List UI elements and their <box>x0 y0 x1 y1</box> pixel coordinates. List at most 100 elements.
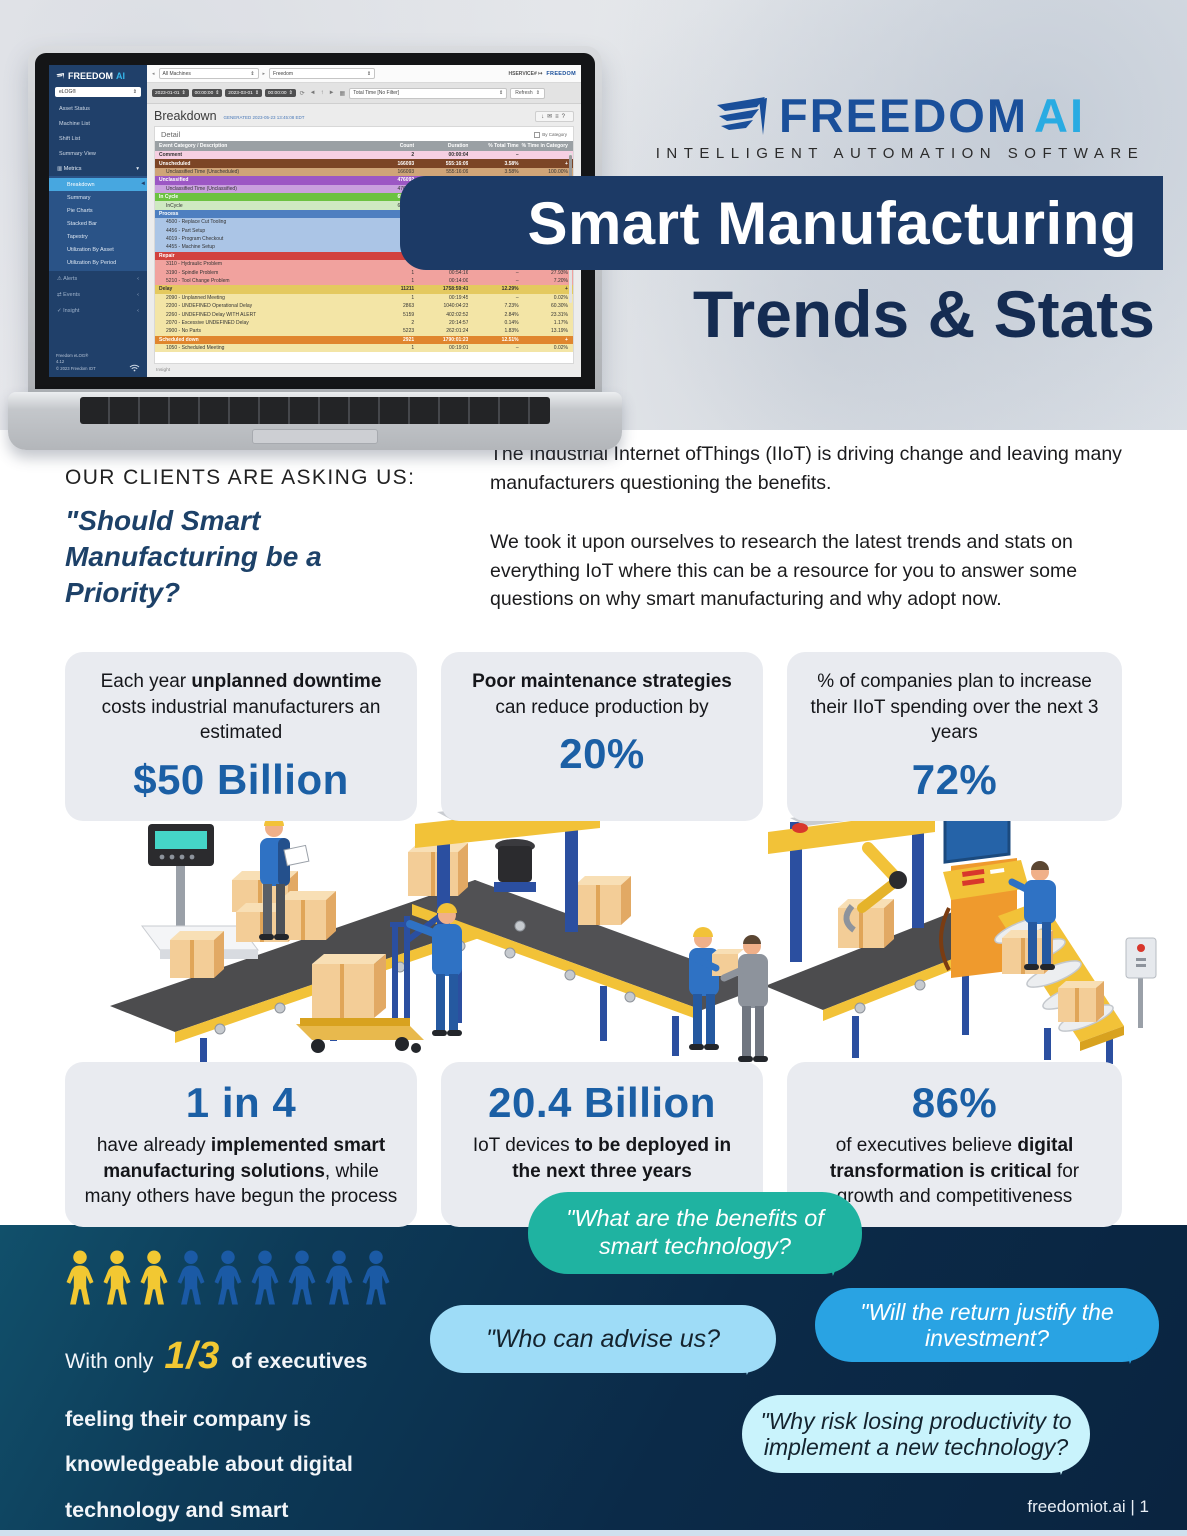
machine-select[interactable]: All Machines ⇕ <box>158 68 259 79</box>
table-row: 2260 - UNDEFINED Delay WITH ALERT 5159 402… <box>155 310 573 319</box>
clients-kicker: OUR CLIENTS ARE ASKING US: <box>65 466 416 489</box>
dashboard-main: ◂ All Machines ⇕ ▸ Freedom ⇕ HSERVICE# ↦ F… <box>147 65 581 377</box>
title-banner: Smart Manufacturing <box>400 176 1163 270</box>
bubble-risk: "Why risk losing productivity to impleme… <box>742 1395 1090 1473</box>
stat-card-digital-transformation: 86% of executives believe digital transf… <box>787 1062 1122 1227</box>
worker-figure <box>689 927 744 1050</box>
bubble-advise: "Who can advise us? <box>430 1305 776 1373</box>
brand-mini-logo: FREEDOM <box>546 70 576 77</box>
refresh-icon[interactable]: ⟳ <box>299 90 305 97</box>
stats-row-top: Each year unplanned downtime costs indus… <box>65 652 1122 821</box>
sidebar-item-events[interactable]: ⇄ Events ‹ <box>57 292 139 298</box>
sidebar-item-machine-list[interactable]: Machine List <box>59 120 90 127</box>
sidebar-item-utilization-by-asset[interactable]: Utilization By Asset <box>67 246 114 253</box>
events-icon: ⇄ <box>57 292 64 298</box>
people-row <box>64 1250 392 1306</box>
checkbox-icon[interactable] <box>534 131 541 138</box>
chevron-down-icon: ▾ <box>136 165 139 172</box>
sidebar-item-breakdown[interactable]: Breakdown ◄ <box>49 178 147 191</box>
person-icon <box>140 1250 168 1305</box>
intro-paragraph-2: We took it upon ourselves to research th… <box>490 531 1078 611</box>
sidebar-item-asset-status[interactable]: Asset Status <box>59 105 90 112</box>
elog-select[interactable]: eLOG® ⇕ <box>55 87 141 97</box>
report-toolbar-icons[interactable]: ↓✉≡? <box>535 110 574 122</box>
updown-icon: ⇕ <box>132 89 137 95</box>
calendar-icon[interactable]: ▦ <box>339 90 346 97</box>
sidebar-item-insight[interactable]: ✓ Insight ‹ <box>57 308 139 314</box>
logo-brand-suffix: AI <box>1034 89 1085 142</box>
sidebar-item-stacked-bar[interactable]: Stacked Bar <box>67 220 97 227</box>
bubble-benefits: "What are the benefits of smart technolo… <box>528 1192 862 1274</box>
person-icon <box>103 1250 131 1305</box>
help-icon: ? <box>561 113 568 120</box>
table-row: 2900 - No Parts 5223 262:01:24 1.83% 13.19% <box>155 327 573 336</box>
stat-value: 20.4 Billion <box>488 1079 716 1126</box>
stat-value: 1 in 4 <box>185 1079 297 1126</box>
user-label[interactable]: HSERVICE# ↦ <box>508 70 543 77</box>
date-from-picker[interactable]: 2023-01-01 ⇕ <box>152 89 189 97</box>
refresh-button[interactable]: Refresh ⇕ <box>510 87 545 99</box>
table-row: Delay 11211 1758:59:41 12.29% + <box>155 285 573 294</box>
logout-icon[interactable]: ↦ <box>538 70 543 77</box>
chart-icon: ▥ <box>57 165 64 172</box>
page-footer: freedomiot.ai | 1 <box>1027 1497 1149 1516</box>
person-icon <box>66 1250 94 1305</box>
sidebar-item-summary-view[interactable]: Summary View <box>59 150 96 157</box>
list-icon: ≡ <box>555 113 562 120</box>
sidebar-item-metrics[interactable]: ▥ Metrics ▾ <box>57 165 139 172</box>
stats-row-bottom: 1 in 4 have already implemented smart ma… <box>65 1062 1122 1227</box>
person-icon <box>325 1250 353 1305</box>
logo-brand: FREEDOM <box>779 89 1028 142</box>
logo-tagline: INTELLIGENT AUTOMATION SOFTWARE <box>655 145 1145 162</box>
table-row: 5210 - Tool Change Problem 1 00:14:00–7.20… <box>155 276 573 286</box>
sidebar-item-shift-list[interactable]: Shift List <box>59 135 81 142</box>
table-row: Scheduled down 2921 1790:01:23 12.51% + <box>155 335 573 344</box>
download-icon: ↓ <box>541 113 548 120</box>
table-row: 1050 - Scheduled Meeting 1 00:19:01–0.02% <box>155 343 573 353</box>
laptop-keyboard <box>80 397 550 424</box>
one-third-fraction: 1/3 <box>164 1335 221 1377</box>
by-category-checkbox[interactable]: By Category <box>534 131 567 138</box>
filter-select[interactable]: Total Time [No Filter] ⇕ <box>349 87 508 99</box>
stat-value: 20% <box>559 730 645 778</box>
table-row: Comment 2 00:00:04– <box>155 151 573 160</box>
wifi-icon <box>129 364 140 372</box>
chevron-left-icon: ‹ <box>137 276 139 282</box>
bottom-strip <box>0 1530 1187 1536</box>
executives-text: With only 1/3 of executives feeling thei… <box>65 1335 368 1522</box>
sidebar-item-summary[interactable]: Summary <box>67 194 91 201</box>
person-icon <box>251 1250 279 1305</box>
logo-wing-icon <box>717 96 767 135</box>
freedom-ai-logo: FREEDOM AI INTELLIGENT AUTOMATION SOFTWAR… <box>640 88 1160 162</box>
dashboard-logo-suffix: AI <box>116 71 125 81</box>
person-icon <box>288 1250 316 1305</box>
sidebar-item-pie-charts[interactable]: Pie Charts <box>67 207 93 214</box>
sidebar-item-tapestry[interactable]: Tapestry <box>67 233 88 240</box>
time-to-picker[interactable]: 00:00:00 ⇕ <box>264 89 296 97</box>
prev-icon[interactable]: ◄ <box>309 90 316 96</box>
control-box-icon <box>1125 937 1157 1028</box>
check-icon: ✓ <box>57 308 64 314</box>
factory-illustration <box>110 796 1157 1068</box>
date-to-picker[interactable]: 2023-03-01 ⇕ <box>225 89 262 97</box>
dashboard-sidebar: FREEDOM AI eLOG® ⇕ Asset Status Machine Li… <box>49 65 147 377</box>
table-header: Event Category / Description Count Durat… <box>155 141 573 151</box>
person-icon <box>362 1250 390 1305</box>
group-select[interactable]: Freedom ⇕ <box>269 68 376 79</box>
table-row: 2200 - UNDEFINED Operational Delay 2863 10… <box>155 302 573 311</box>
pallet-jack-icon <box>296 913 443 1053</box>
roller-conveyor <box>994 900 1124 1064</box>
time-from-picker[interactable]: 00:00:00 ⇕ <box>191 89 223 97</box>
laptop-trackpad <box>252 429 378 444</box>
sidebar-item-utilization-by-period[interactable]: Utilization By Period <box>67 259 117 266</box>
table-row: Unclassified Time (Unscheduled) 166093 555… <box>155 167 573 177</box>
stat-card-downtime: Each year unplanned downtime costs indus… <box>65 652 417 821</box>
up-icon[interactable]: ↑ <box>320 90 324 96</box>
next-icon[interactable]: ► <box>328 90 335 96</box>
worker-figure <box>720 935 768 1062</box>
metrics-submenu: Breakdown ◄ Summary Pie Charts Stacked Ba… <box>49 176 147 271</box>
sidebar-item-alerts[interactable]: ⚠ Alerts ‹ <box>57 276 139 282</box>
chevron-left-icon: ‹ <box>137 308 139 314</box>
cardboard-box-icon <box>170 843 894 978</box>
worker-figure <box>1008 861 1056 970</box>
